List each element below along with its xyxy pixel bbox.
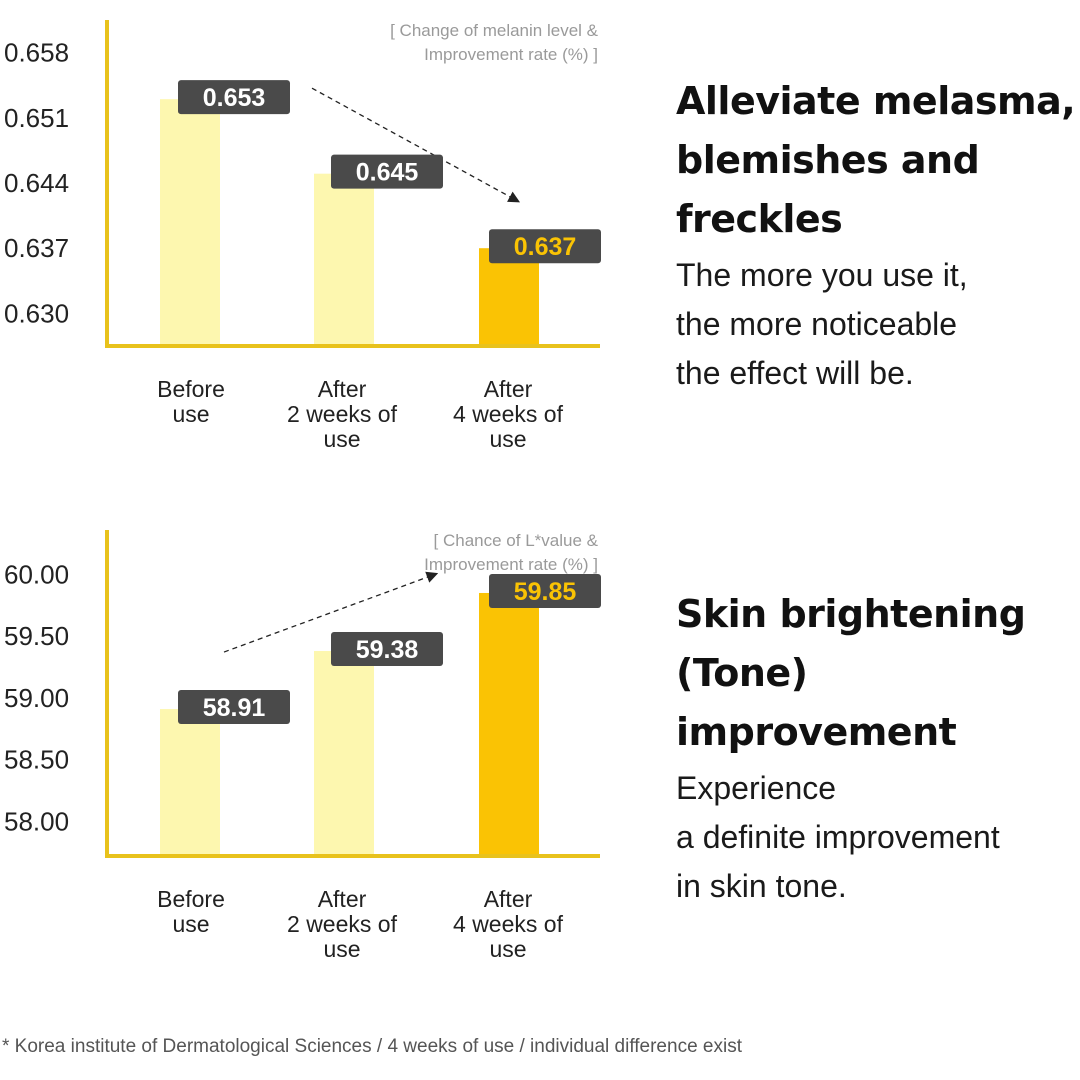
description-line: the more noticeable <box>676 306 958 342</box>
heading-line: Skin brightening <box>676 592 1026 636</box>
melanin-chart-svg: 0.658 0.651 0.644 0.637 0.630 [ Change of mel… <box>4 20 601 452</box>
category-label-line: 4 weeks of <box>453 911 564 937</box>
heading-line: freckles <box>676 197 843 241</box>
value-label-box <box>178 690 290 725</box>
heading-line: blemishes and <box>676 138 980 182</box>
bar <box>479 592 539 856</box>
melasma-section: Alleviate melasma, blemishes and freckle… <box>676 72 1076 398</box>
bar <box>160 99 220 347</box>
y-tick-label: 0.644 <box>4 168 69 198</box>
category-label-line: use <box>172 401 209 427</box>
brightening-heading: Skin brightening (Tone) improvement <box>676 585 1076 762</box>
value-label-box <box>331 632 443 667</box>
melanin-chart: 0.658 0.651 0.644 0.637 0.630 [ Change of mel… <box>0 0 640 470</box>
value-label: 58.91 <box>203 694 266 722</box>
category-label-line: After <box>484 886 533 912</box>
chart-note-line: [ Chance of L*value & <box>434 531 599 550</box>
value-label-box <box>331 154 443 189</box>
lvalue-chart-svg: 60.00 59.50 59.00 58.50 58.00 [ Chance of L*v… <box>4 530 601 962</box>
category-label-line: 2 weeks of <box>287 401 398 427</box>
category-label-line: 4 weeks of <box>453 401 564 427</box>
y-tick-label: 0.651 <box>4 103 69 133</box>
category-label-line: use <box>323 426 360 452</box>
value-label: 59.38 <box>356 636 419 664</box>
y-tick-label: 58.00 <box>4 806 69 836</box>
y-tick-label: 58.50 <box>4 745 69 775</box>
category-label-line: use <box>489 426 526 452</box>
y-tick-label: 0.658 <box>4 38 69 68</box>
value-label: 0.653 <box>203 84 266 112</box>
value-label-box <box>489 573 601 608</box>
footnote: * Korea institute of Dermatological Scie… <box>2 1036 742 1057</box>
value-label: 59.85 <box>514 578 577 606</box>
category-label-line: After <box>318 376 367 402</box>
melasma-heading: Alleviate melasma, blemishes and freckle… <box>676 72 1076 249</box>
description-line: the effect will be. <box>676 355 914 391</box>
y-tick-label: 0.630 <box>4 298 69 328</box>
description-line: Experience <box>676 770 837 806</box>
bar <box>314 651 374 856</box>
chart-note-line: Improvement rate (%) ] <box>424 45 598 64</box>
category-label-line: After <box>484 376 533 402</box>
category-label-line: 2 weeks of <box>287 911 398 937</box>
category-label-line: use <box>489 936 526 962</box>
y-tick-label: 60.00 <box>4 559 69 589</box>
value-label: 0.637 <box>514 233 577 261</box>
brightening-description: Experience a definite improvement in ski… <box>676 764 1076 911</box>
description-line: in skin tone. <box>676 868 847 904</box>
heading-line: Alleviate melasma, <box>676 79 1076 123</box>
y-tick-label: 0.637 <box>4 233 69 263</box>
heading-line: (Tone) <box>676 651 808 695</box>
y-tick-label: 59.50 <box>4 621 69 651</box>
value-label: 0.645 <box>356 159 419 187</box>
category-label-line: After <box>318 886 367 912</box>
lvalue-chart: 60.00 59.50 59.00 58.50 58.00 [ Chance of L*v… <box>0 510 640 980</box>
trend-arrow <box>223 571 439 653</box>
brightening-section: Skin brightening (Tone) improvement Expe… <box>676 585 1076 911</box>
description-line: The more you use it, <box>676 257 968 293</box>
description-line: a definite improvement <box>676 819 1000 855</box>
y-tick-label: 59.00 <box>4 683 69 713</box>
category-label-line: Before <box>157 376 225 402</box>
heading-line: improvement <box>676 710 957 754</box>
bar <box>314 173 374 346</box>
value-label-box <box>178 80 290 115</box>
melasma-description: The more you use it, the more noticeable… <box>676 251 1076 398</box>
category-label-line: Before <box>157 886 225 912</box>
category-label-line: use <box>323 936 360 962</box>
trend-arrow <box>311 87 521 203</box>
value-label-box <box>489 229 601 264</box>
chart-note-line: Improvement rate (%) ] <box>424 555 598 574</box>
chart-note-line: [ Change of melanin level & <box>390 21 599 40</box>
category-label-line: use <box>172 911 209 937</box>
bar <box>479 248 539 346</box>
bar <box>160 709 220 856</box>
